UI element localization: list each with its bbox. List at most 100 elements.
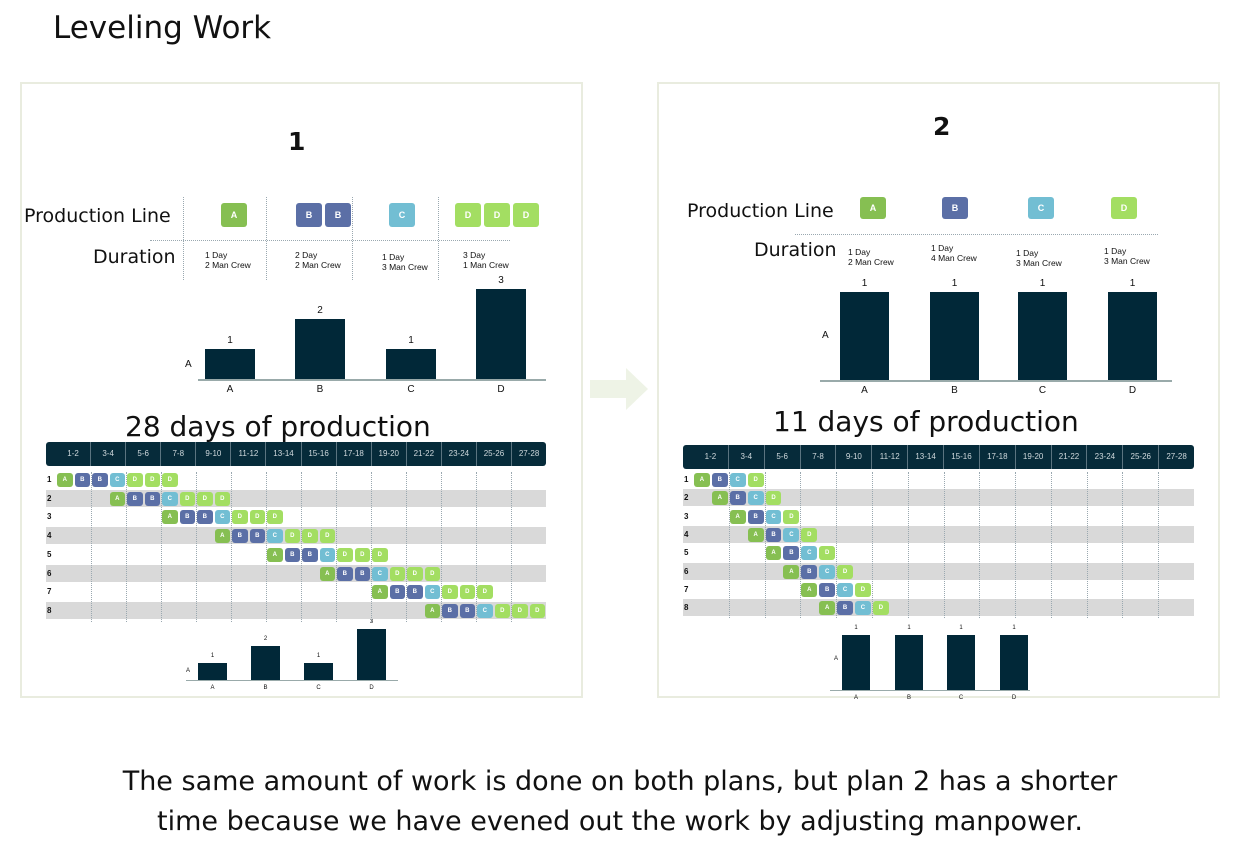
gantt-task-C: C bbox=[801, 546, 818, 561]
gantt-gridline bbox=[871, 472, 873, 619]
gantt-gridline bbox=[1086, 472, 1088, 619]
gantt-row-band bbox=[683, 562, 1194, 580]
duration-text: 1 Day 3 Man Crew bbox=[1016, 248, 1062, 268]
chart-ylabel: A bbox=[834, 656, 839, 662]
gantt-task-C: C bbox=[109, 473, 125, 487]
gantt-gridline bbox=[336, 472, 337, 622]
gantt-column-header: 11-12 bbox=[871, 445, 907, 469]
gantt-task-D: D bbox=[389, 566, 405, 581]
gantt-row-label: 4 bbox=[684, 529, 689, 539]
gantt-task-D: D bbox=[284, 529, 300, 544]
gantt-task-B: B bbox=[783, 546, 800, 561]
divider bbox=[183, 197, 184, 280]
caption: The same amount of work is done on both … bbox=[0, 762, 1240, 842]
gantt-task-D: D bbox=[747, 473, 764, 487]
gantt-row-label: 2 bbox=[47, 493, 52, 503]
plan-2-summary: 11 days of production bbox=[773, 405, 1079, 438]
chart-category-label: D bbox=[369, 685, 374, 691]
chart-axis bbox=[830, 690, 1030, 691]
gantt-gridline bbox=[800, 472, 802, 619]
gantt-task-B: B bbox=[144, 491, 160, 506]
chart-value-label: 1 bbox=[210, 653, 215, 659]
gantt-task-A: A bbox=[57, 473, 73, 487]
gantt-column-header: 21-22 bbox=[1050, 445, 1087, 469]
gantt-row-band bbox=[683, 599, 1194, 617]
gantt-gridline bbox=[1122, 472, 1124, 619]
chart-category-label: C bbox=[407, 384, 415, 395]
gantt-row-band bbox=[46, 564, 546, 582]
gantt-row-label: 5 bbox=[684, 548, 689, 558]
chart-bar-D bbox=[476, 289, 526, 379]
gantt-task-A: A bbox=[747, 527, 764, 542]
plan-2-number: 2 bbox=[933, 112, 951, 141]
chart-ylabel: A bbox=[185, 359, 192, 370]
gantt-task-C: C bbox=[214, 510, 230, 525]
duration-text: 1 Day 3 Man Crew bbox=[1104, 246, 1150, 266]
gantt-task-B: B bbox=[729, 491, 746, 506]
gantt-task-B: B bbox=[459, 603, 475, 618]
gantt-row-band bbox=[46, 601, 546, 619]
gantt-task-D: D bbox=[197, 491, 213, 506]
gantt-task-D: D bbox=[765, 491, 782, 506]
gantt-task-C: C bbox=[162, 491, 178, 506]
gantt-row-label: 6 bbox=[684, 566, 689, 576]
gantt-task-D: D bbox=[819, 546, 836, 561]
chart-value-label: 1 bbox=[227, 335, 233, 346]
gantt-column-header: 3-4 bbox=[727, 445, 764, 469]
gantt-task-C: C bbox=[729, 473, 746, 487]
gantt-column-header: 1-2 bbox=[67, 449, 79, 458]
chart-category-label: B bbox=[263, 685, 268, 691]
plan-2-panel bbox=[657, 82, 1220, 698]
task-block-A: A bbox=[221, 203, 247, 227]
chart-category-label: A bbox=[853, 695, 858, 701]
chart-value-label: 1 bbox=[1129, 278, 1136, 289]
gantt-task-D: D bbox=[267, 510, 283, 525]
duration-crew: 1 Man Crew bbox=[463, 260, 509, 270]
gantt-task-D: D bbox=[302, 529, 318, 544]
gantt-task-D: D bbox=[459, 585, 475, 600]
chart-bar-D bbox=[1000, 635, 1028, 690]
gantt-task-B: B bbox=[179, 510, 195, 525]
gantt-column-header: 7-8 bbox=[160, 442, 195, 466]
chart-bar-A bbox=[840, 292, 889, 380]
plan-1-summary: 28 days of production bbox=[125, 410, 431, 443]
gantt-column-header: 25-26 bbox=[475, 442, 511, 466]
gantt-task-D: D bbox=[872, 601, 889, 616]
duration-days: 1 Day bbox=[1016, 248, 1039, 258]
gantt-gridline bbox=[406, 472, 407, 622]
gantt-column-header: 15-16 bbox=[300, 442, 336, 466]
divider bbox=[150, 240, 510, 241]
chart-value-label: 2 bbox=[317, 305, 323, 316]
gantt-column-header: 21-22 bbox=[405, 442, 441, 466]
chart-value-label: 1 bbox=[408, 335, 414, 346]
gantt-task-D: D bbox=[162, 473, 178, 487]
duration-text: 1 Day 3 Man Crew bbox=[382, 252, 428, 272]
chart-value-label: 1 bbox=[951, 278, 958, 289]
chart-category-label: B bbox=[906, 695, 911, 701]
gantt-task-D: D bbox=[837, 564, 854, 579]
gantt-column-header: 19-20 bbox=[1014, 445, 1051, 469]
chart-value-label: 1 bbox=[959, 625, 963, 631]
chart-value-label: 3 bbox=[369, 619, 374, 625]
gantt-task-D: D bbox=[494, 603, 510, 618]
task-block-D: D bbox=[484, 203, 510, 227]
chart-bar-A bbox=[842, 635, 870, 690]
chart-bar-B bbox=[251, 646, 280, 680]
gantt-task-B: B bbox=[197, 510, 213, 525]
gantt-gridline bbox=[1015, 472, 1017, 619]
gantt-task-A: A bbox=[711, 491, 728, 506]
duration-days: 1 Day bbox=[931, 243, 954, 253]
gantt-gridline bbox=[161, 472, 162, 622]
caption-line-2: time because we have evened out the work… bbox=[157, 806, 1083, 837]
gantt-task-C: C bbox=[855, 601, 871, 616]
gantt-task-B: B bbox=[127, 491, 143, 506]
task-block-B: B bbox=[296, 203, 322, 227]
chart-category-label: C bbox=[1038, 385, 1047, 396]
gantt-column-header: 25-26 bbox=[1122, 445, 1158, 469]
duration-crew: 2 Man Crew bbox=[205, 260, 251, 270]
gantt-row-label: 7 bbox=[47, 587, 52, 597]
arrow-right-icon bbox=[590, 368, 648, 410]
slide-title: Leveling Work bbox=[53, 10, 272, 46]
gantt-column-header: 9-10 bbox=[195, 442, 230, 466]
chart-category-label: C bbox=[316, 685, 321, 691]
